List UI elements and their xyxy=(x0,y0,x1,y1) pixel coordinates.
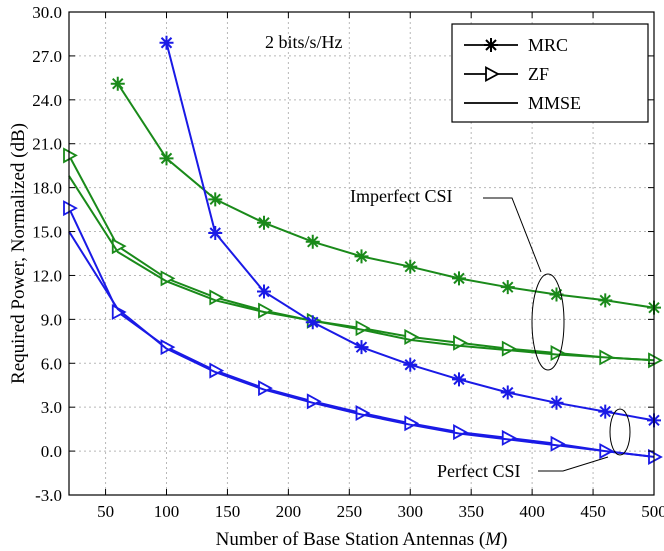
x-tick-label: 50 xyxy=(97,502,114,521)
x-axis-title-text: Number of Base Station Antennas ( xyxy=(216,529,486,550)
y-tick-label: 3.0 xyxy=(41,398,62,417)
data-point-triangle xyxy=(550,435,566,452)
data-point-star xyxy=(598,293,613,308)
x-tick-label: 100 xyxy=(154,502,180,521)
data-point-star xyxy=(403,259,418,274)
axis-ticks: 50 100 150 200 250 300 350 400 450 500 -3.0 0.0 3.0 6… xyxy=(32,3,664,521)
data-point-star xyxy=(208,226,223,241)
x-axis-title-end: ) xyxy=(501,529,507,550)
legend-box xyxy=(451,23,649,123)
x-tick-label: 300 xyxy=(398,502,424,521)
series-perfect-mrc xyxy=(159,35,661,428)
data-point-star xyxy=(354,249,369,264)
imperfect-csi-annotation: Imperfect CSI xyxy=(350,186,565,371)
y-tick-label: 30.0 xyxy=(32,3,62,22)
y-axis-title: Required Power, Normalized (dB) xyxy=(8,123,29,384)
y-tick-label: -3.0 xyxy=(35,486,62,505)
data-point-triangle xyxy=(63,200,78,217)
perfect-csi-ellipse xyxy=(609,408,631,456)
data-point-star xyxy=(549,287,564,302)
data-point-star xyxy=(484,38,498,52)
data-point-star xyxy=(305,234,320,249)
legend-label: MMSE xyxy=(528,93,581,113)
y-tick-label: 6.0 xyxy=(41,354,62,373)
data-point-star xyxy=(159,151,174,166)
legend-label: MRC xyxy=(528,35,568,55)
x-tick-label: 350 xyxy=(458,502,484,521)
data-point-triangle xyxy=(501,429,517,446)
series-line xyxy=(68,230,655,458)
plot-frame xyxy=(68,11,655,496)
data-point-star xyxy=(452,372,466,387)
data-point-star xyxy=(500,385,515,400)
y-tick-label: 9.0 xyxy=(41,310,62,329)
data-point-star xyxy=(354,340,369,355)
data-point-star xyxy=(110,76,125,91)
series-perfect-mmse xyxy=(68,230,655,458)
data-point-triangle xyxy=(453,334,468,351)
perfect-csi-leader-line xyxy=(538,456,609,472)
y-tick-label: 0.0 xyxy=(41,442,62,461)
data-point-star xyxy=(500,280,515,295)
data-point-star xyxy=(598,404,613,419)
y-tick-label: 24.0 xyxy=(32,91,62,110)
imperfect-csi-label: Imperfect CSI xyxy=(350,186,452,206)
data-point-star xyxy=(257,215,271,230)
x-tick-label: 450 xyxy=(580,502,606,521)
y-tick-label: 18.0 xyxy=(32,179,62,198)
perfect-csi-label: Perfect CSI xyxy=(437,461,520,481)
data-point-star xyxy=(305,315,320,330)
series-imperfect-mmse xyxy=(68,175,655,362)
imperfect-csi-ellipse xyxy=(531,273,565,371)
imperfect-csi-leader-line xyxy=(483,197,542,273)
data-point-star xyxy=(208,192,223,207)
data-point-triangle xyxy=(160,339,176,356)
y-tick-label: 21.0 xyxy=(32,135,62,154)
data-point-triangle xyxy=(485,65,500,83)
x-axis-title-variable: M xyxy=(484,529,502,550)
data-point-triangle xyxy=(63,147,78,164)
legend-label: ZF xyxy=(528,64,549,84)
data-point-star xyxy=(549,395,564,410)
x-tick-label: 150 xyxy=(215,502,241,521)
y-tick-label: 12.0 xyxy=(32,266,62,285)
x-tick-label: 250 xyxy=(337,502,363,521)
y-tick-label: 15.0 xyxy=(32,223,62,242)
series-line xyxy=(116,83,655,309)
data-point-star xyxy=(452,271,466,286)
legend-entry-zf: ZF xyxy=(464,64,549,84)
x-tick-label: 500 xyxy=(641,502,664,521)
series-perfect-zf xyxy=(63,200,663,465)
rate-annotation: 2 bits/s/Hz xyxy=(265,32,343,52)
legend: MRC ZF MMSE xyxy=(451,23,649,123)
data-point-star xyxy=(159,35,174,50)
perfect-csi-annotation: Perfect CSI xyxy=(437,408,631,481)
x-tick-label: 200 xyxy=(276,502,302,521)
data-point-star xyxy=(403,357,418,372)
annotations: 2 bits/s/Hz Imperfect CSI Perfect CSI xyxy=(265,32,631,481)
series-line xyxy=(68,175,655,362)
legend-entry-mrc: MRC xyxy=(464,35,568,55)
y-tick-label: 27.0 xyxy=(32,47,62,66)
data-point-triangle xyxy=(501,340,517,357)
data-point-triangle xyxy=(550,345,566,362)
data-point-star xyxy=(257,284,271,299)
legend-entry-mmse: MMSE xyxy=(464,93,581,113)
x-tick-label: 400 xyxy=(519,502,545,521)
x-axis-title: Number of Base Station Antennas (M) xyxy=(216,529,508,550)
